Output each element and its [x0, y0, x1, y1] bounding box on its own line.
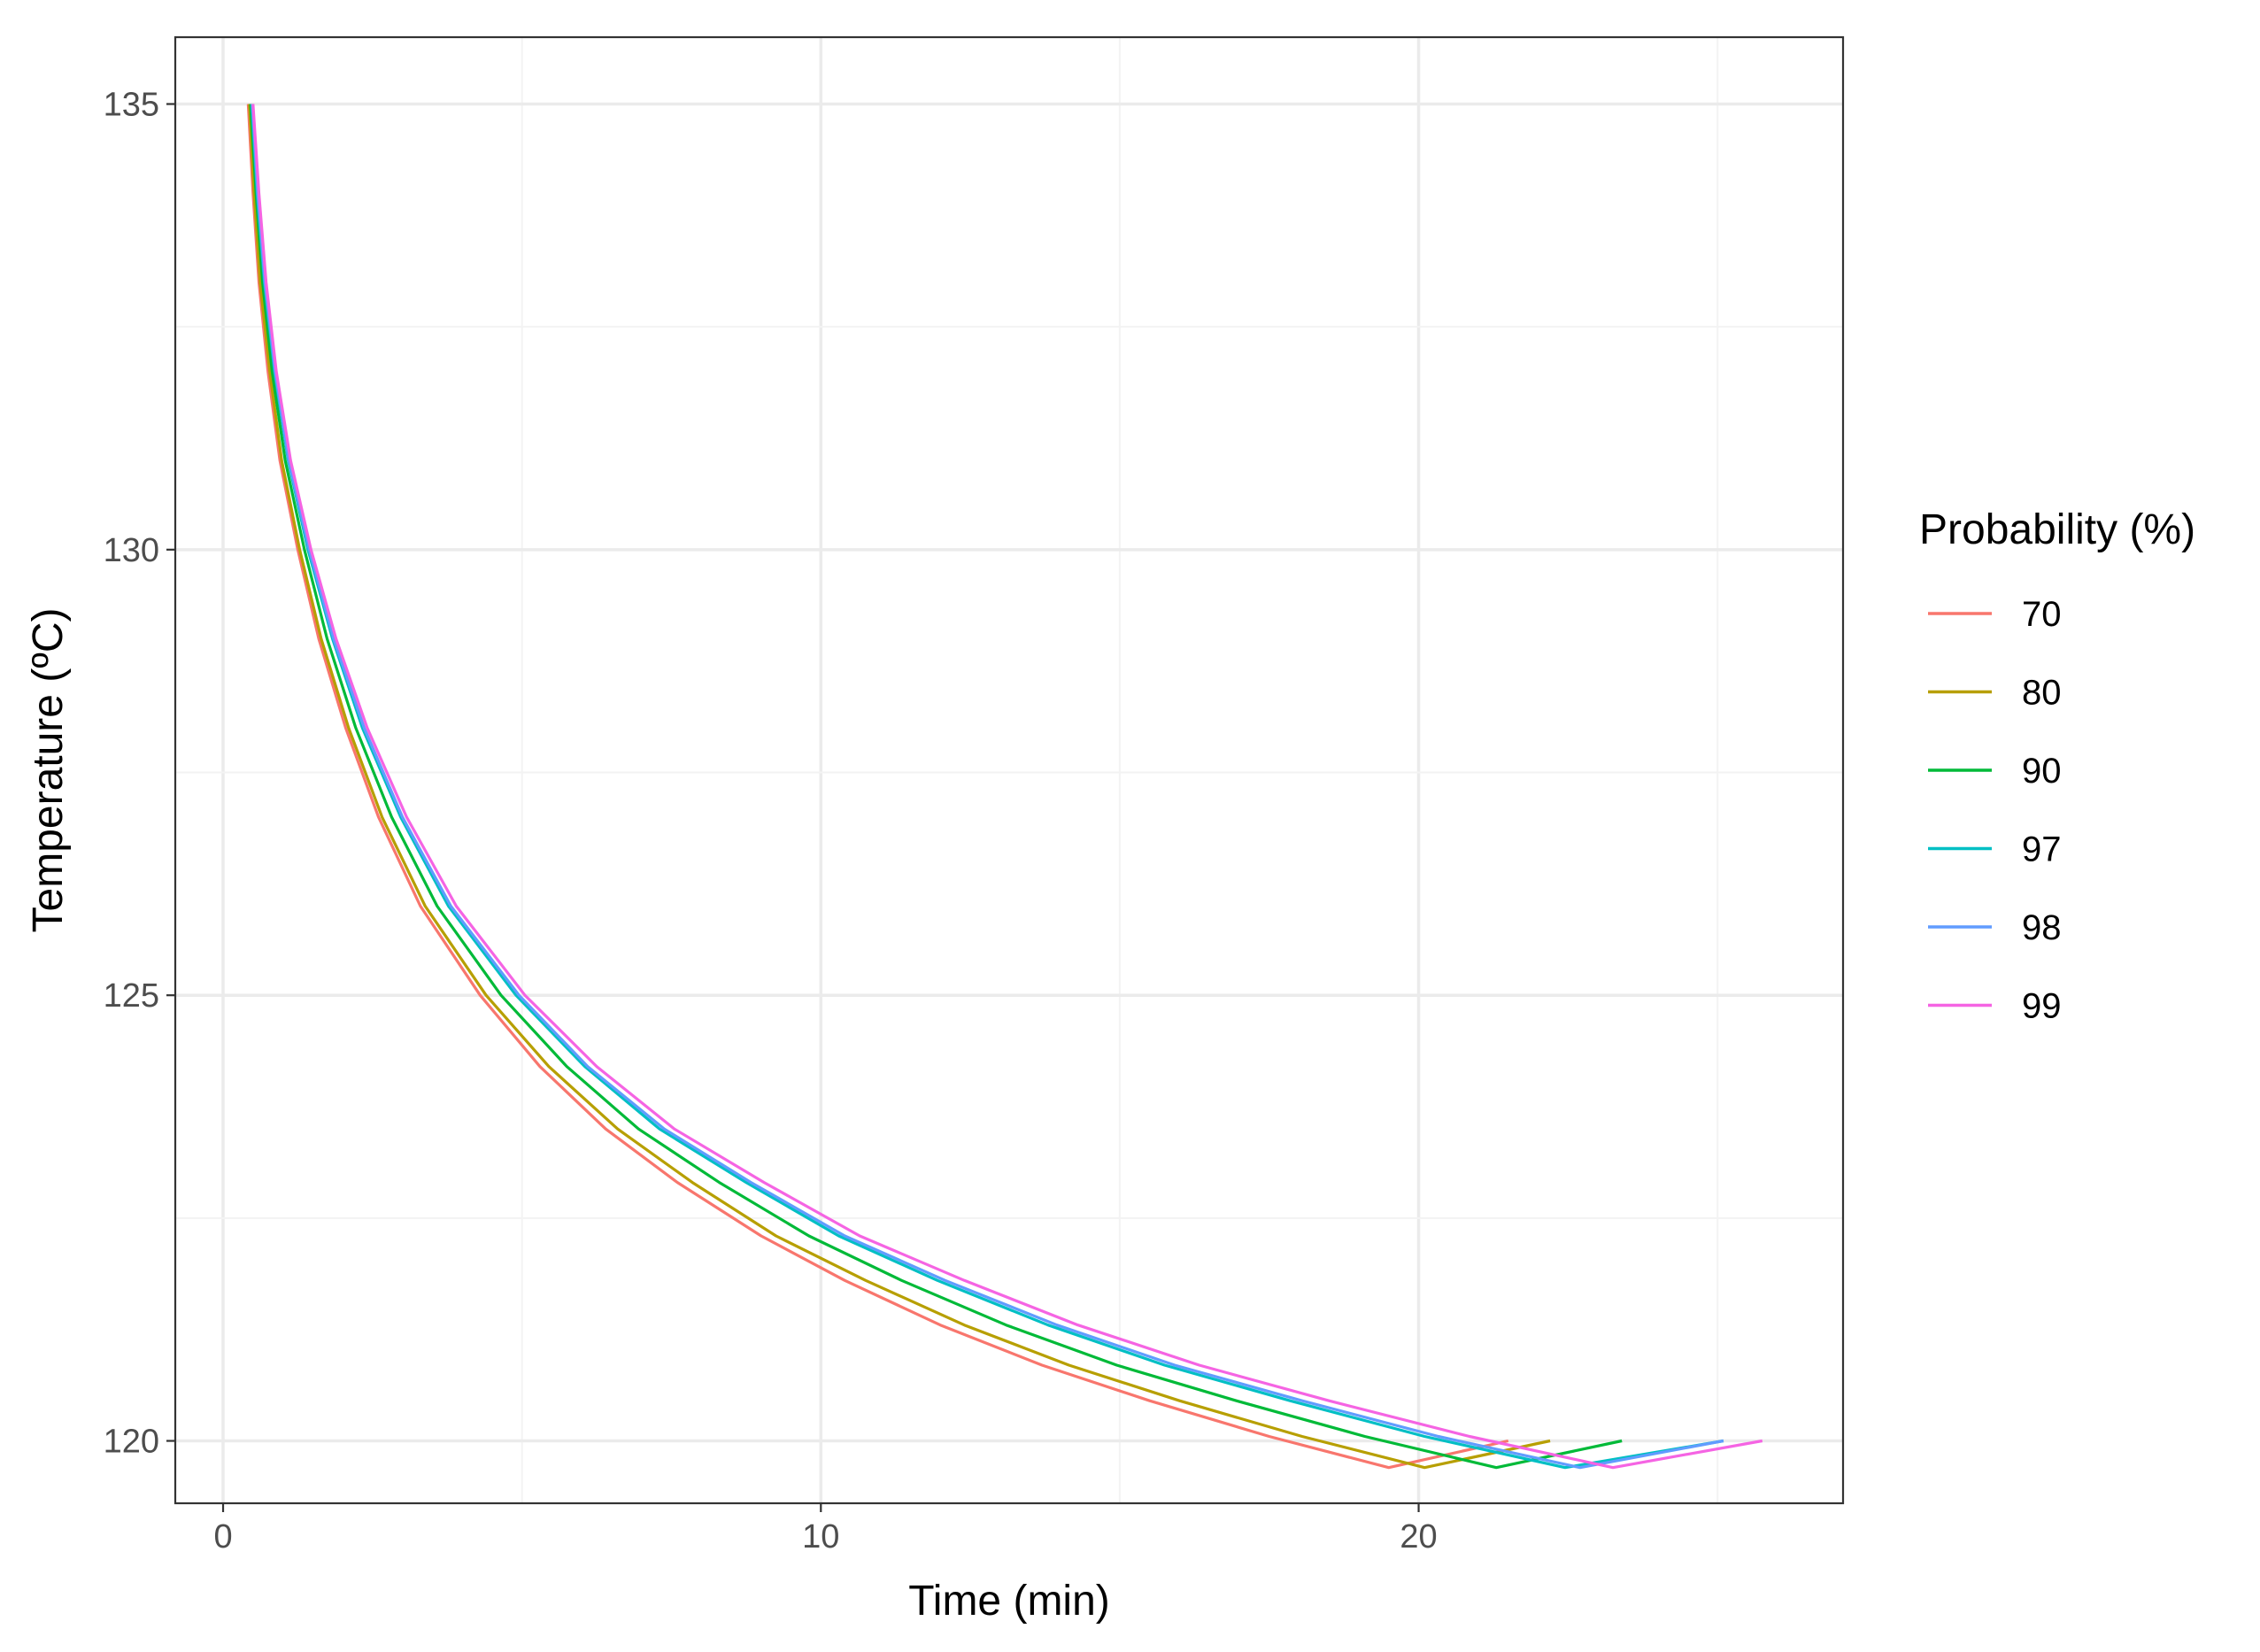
legend-label-70: 70: [2022, 595, 2062, 634]
legend-label-98: 98: [2022, 908, 2062, 947]
series-line-99: [251, 104, 1763, 1470]
legend-label-97: 97: [2022, 830, 2062, 869]
legend: Probability (%) 70 80 90 97 98 99: [1919, 506, 2195, 1026]
y-axis: 120 125 130 135: [104, 87, 175, 1461]
x-axis: 0 10 20: [213, 1503, 1438, 1556]
legend-item-80: 80: [1928, 674, 2062, 713]
series-line-80: [248, 104, 1551, 1470]
y-tick-label: 120: [104, 1424, 159, 1461]
series-line-98: [251, 104, 1724, 1470]
legend-item-99: 99: [1928, 987, 2062, 1026]
y-tick-label: 130: [104, 532, 159, 569]
legend-items: 70 80 90 97 98 99: [1928, 595, 2062, 1026]
legend-item-70: 70: [1928, 595, 2062, 634]
x-tick-label: 0: [213, 1518, 232, 1556]
legend-label-80: 80: [2022, 674, 2062, 713]
legend-item-98: 98: [1928, 908, 2062, 947]
legend-title: Probability (%): [1919, 506, 2195, 553]
x-tick-label: 10: [802, 1518, 839, 1556]
x-axis-title: Time (min): [908, 1578, 1110, 1625]
series-line-90: [249, 104, 1623, 1470]
plot-area: [174, 35, 1845, 1505]
series-line-70: [246, 104, 1509, 1470]
legend-item-90: 90: [1928, 752, 2062, 791]
y-tick-label: 135: [104, 87, 159, 124]
x-tick-label: 20: [1400, 1518, 1437, 1556]
panel-border: [174, 35, 1845, 1505]
legend-label-90: 90: [2022, 752, 2062, 791]
y-axis-title: Temperature (ºC): [25, 608, 72, 933]
y-tick-label: 125: [104, 977, 159, 1015]
legend-item-97: 97: [1928, 830, 2062, 869]
legend-label-99: 99: [2022, 987, 2062, 1026]
